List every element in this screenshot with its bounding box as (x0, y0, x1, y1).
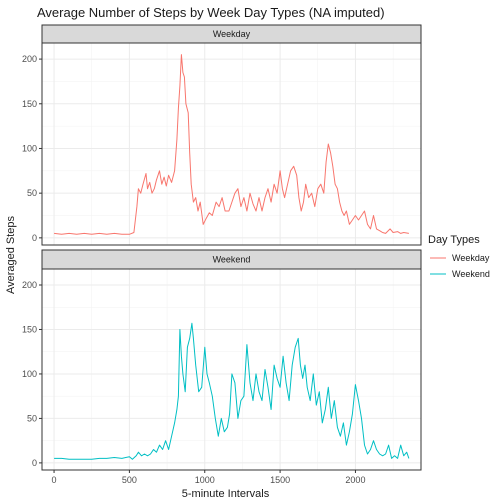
x-tick-label: 500 (122, 475, 137, 485)
panel-weekday: Weekday 0 50 100 150 200 (22, 24, 422, 246)
y-tick-label: 50 (27, 188, 37, 198)
y-tick-label: 100 (22, 143, 37, 153)
series-line-weekend (54, 322, 410, 460)
legend: Day Types Weekday Weekend (428, 234, 490, 279)
x-tick-label: 1500 (270, 475, 290, 485)
y-tick-label: 50 (27, 413, 37, 423)
y-tick-label: 150 (22, 99, 37, 109)
y-axis-title: Averaged Steps (5, 215, 17, 294)
facet-strip-label: Weekend (213, 255, 251, 265)
facet-strip (41, 249, 422, 270)
x-tick-label: 1000 (195, 475, 215, 485)
y-tick-label: 0 (32, 233, 37, 243)
y-tick-label: 150 (22, 324, 37, 334)
legend-label-weekday: Weekday (452, 253, 490, 263)
legend-label-weekend: Weekend (452, 269, 490, 279)
panel-background (42, 43, 421, 245)
facet-strip (41, 24, 422, 44)
panel-background (42, 269, 421, 470)
x-axis-title: 5-minute Intervals (182, 488, 270, 500)
chart-title: Average Number of Steps by Week Day Type… (37, 5, 385, 20)
facet-strip-label: Weekday (213, 29, 251, 39)
legend-title: Day Types (428, 234, 480, 246)
y-tick-label: 100 (22, 369, 37, 379)
x-tick-label: 0 (52, 475, 57, 485)
y-tick-label: 200 (22, 54, 37, 64)
y-tick-label: 0 (32, 458, 37, 468)
x-tick-label: 2000 (345, 475, 365, 485)
series-line-weekday (54, 54, 409, 235)
y-tick-label: 200 (22, 280, 37, 290)
